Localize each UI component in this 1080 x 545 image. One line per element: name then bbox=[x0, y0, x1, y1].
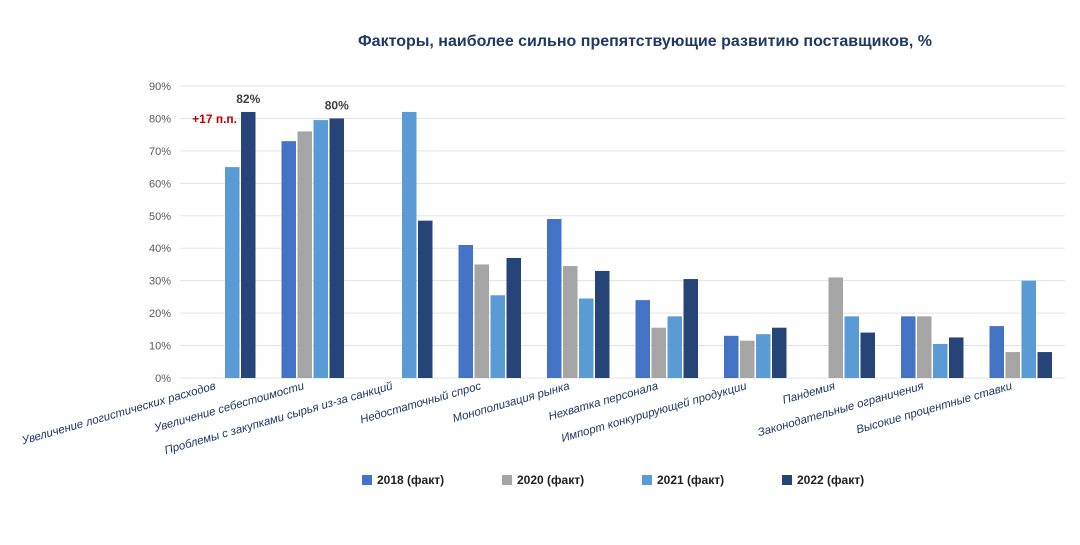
y-tick-label: 60% bbox=[149, 178, 171, 190]
annotation: +17 п.п. bbox=[192, 112, 237, 126]
x-tick-label: Законодательные ограничения bbox=[756, 380, 925, 439]
bar bbox=[225, 167, 240, 378]
bar bbox=[683, 279, 698, 378]
legend: 2018 (факт) 2020 (факт) 2021 (факт) 2022 (ф… bbox=[362, 473, 864, 487]
bar bbox=[667, 316, 682, 378]
y-tick-label: 90% bbox=[149, 81, 171, 93]
bar bbox=[458, 244, 473, 378]
legend-label: 2021 (факт) bbox=[657, 473, 724, 487]
x-tick-label: Высокие процентные ставки bbox=[855, 380, 1014, 436]
y-tick-label: 80% bbox=[149, 113, 171, 125]
bar bbox=[297, 131, 312, 378]
bar bbox=[949, 337, 964, 378]
bar bbox=[1037, 352, 1052, 378]
y-tick-label: 10% bbox=[149, 341, 171, 353]
bar bbox=[635, 300, 650, 378]
chart-title: Факторы, наиболее сильно препятствующие … bbox=[358, 33, 932, 50]
bar bbox=[506, 257, 521, 378]
legend-label: 2022 (факт) bbox=[797, 473, 864, 487]
bar bbox=[563, 266, 578, 378]
bar bbox=[844, 316, 859, 378]
bar bbox=[740, 340, 755, 378]
data-label: 80% bbox=[325, 98, 349, 112]
y-tick-label: 20% bbox=[149, 308, 171, 320]
bar bbox=[579, 298, 594, 378]
legend-label: 2018 (факт) bbox=[377, 473, 444, 487]
gridlines bbox=[180, 85, 1065, 379]
x-axis-ticks: Увеличение логистических расходовУвеличе… bbox=[20, 380, 1014, 457]
y-tick-label: 30% bbox=[149, 276, 171, 288]
bar bbox=[989, 326, 1004, 378]
bar bbox=[241, 111, 256, 378]
bar bbox=[724, 335, 739, 378]
bar bbox=[651, 327, 666, 378]
y-tick-label: 0% bbox=[155, 373, 171, 385]
bar bbox=[756, 334, 771, 378]
data-labels: 82% 80% +17 п.п. bbox=[192, 92, 349, 126]
bar bbox=[1005, 352, 1020, 378]
bar bbox=[860, 332, 875, 378]
legend-swatch bbox=[502, 475, 512, 485]
bar bbox=[418, 220, 433, 378]
bar bbox=[901, 316, 916, 378]
bar bbox=[490, 295, 505, 378]
legend-swatch bbox=[782, 475, 792, 485]
x-tick-label: Пандемия bbox=[781, 380, 836, 406]
bar bbox=[933, 343, 948, 378]
bar bbox=[917, 316, 932, 378]
bar bbox=[474, 264, 489, 378]
y-axis-ticks: 0% 10% 20% 30% 40% 50% 60% 70% 80% 90% bbox=[149, 81, 171, 385]
legend-swatch bbox=[642, 475, 652, 485]
bars bbox=[225, 111, 1052, 379]
legend-label: 2020 (факт) bbox=[517, 473, 584, 487]
legend-swatch bbox=[362, 475, 372, 485]
bar bbox=[595, 270, 610, 378]
y-tick-label: 50% bbox=[149, 211, 171, 223]
data-label: 82% bbox=[236, 92, 260, 106]
bar bbox=[329, 118, 344, 378]
bar bbox=[1021, 280, 1036, 378]
bar bbox=[313, 120, 328, 379]
bar bbox=[547, 219, 562, 378]
bar bbox=[281, 141, 296, 378]
bar bbox=[828, 277, 843, 378]
y-tick-label: 70% bbox=[149, 146, 171, 158]
y-tick-label: 40% bbox=[149, 243, 171, 255]
bar bbox=[772, 327, 787, 378]
bar bbox=[402, 111, 417, 378]
